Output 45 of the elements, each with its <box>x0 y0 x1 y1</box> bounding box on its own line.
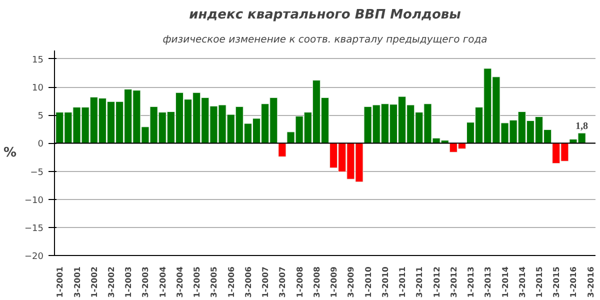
x-tick-label: 1-2005 <box>192 266 202 298</box>
y-tick-label: −10 <box>24 196 44 206</box>
x-tick-label: 1-2015 <box>535 266 544 298</box>
x-tick-label: 1-2013 <box>466 266 476 298</box>
x-tick-label: 1-2011 <box>398 266 408 298</box>
x-tick-label: 3-2005 <box>210 266 219 298</box>
x-tick-label: 3-2010 <box>380 266 390 298</box>
x-tick-label: 3-2004 <box>175 266 184 298</box>
x-tick-label: 3-2015 <box>552 266 562 298</box>
x-tick-label: 1-2014 <box>500 266 510 298</box>
chart-subtitle: физическое изменение к соотв. кварталу предыдущего года <box>162 34 488 46</box>
x-tick-label: 1-2016 <box>569 266 578 298</box>
x-tick-label: 3-2013 <box>484 266 493 298</box>
x-tick-label: 1-2001 <box>56 266 65 298</box>
x-tick-label: 3-2008 <box>312 266 322 298</box>
chart-title: индекс квартального ВВП Молдовы <box>189 8 462 22</box>
x-tick-label: 1-2009 <box>330 266 339 298</box>
x-tick-label: 3-2003 <box>141 266 150 298</box>
x-tick-label: 1-2002 <box>90 266 99 298</box>
x-tick-label: 3-2007 <box>278 266 288 298</box>
y-tick-label: 15 <box>32 55 44 66</box>
x-tick-label: 1-2007 <box>261 266 270 298</box>
x-tick-label: 3-2012 <box>449 266 458 298</box>
x-tick-label: 1-2008 <box>295 266 304 298</box>
x-tick-label: 3-2001 <box>72 266 82 298</box>
data-label: 1,8 <box>576 121 588 132</box>
x-tick-label: 3-2011 <box>415 266 424 298</box>
y-tick-label: −15 <box>24 224 44 234</box>
y-tick-label: −20 <box>24 252 44 262</box>
x-tick-label: 1-2006 <box>226 266 236 298</box>
x-tick-label: 1-2004 <box>158 266 168 298</box>
x-tick-label: 3-2014 <box>518 266 527 298</box>
y-tick-label: 10 <box>32 84 44 94</box>
x-tick-label: 1-2012 <box>432 266 442 298</box>
y-tick-label: 0 <box>38 140 44 150</box>
x-tick-label: 1-2003 <box>124 266 134 298</box>
y-tick-label: 5 <box>38 112 44 122</box>
x-tick-label: 3-2009 <box>346 266 356 298</box>
bar <box>278 142 286 157</box>
y-tick-label: −5 <box>30 168 44 178</box>
x-tick-label: 3-2016 <box>586 266 596 298</box>
x-tick-label: 3-2006 <box>244 266 253 298</box>
x-tick-label: 3-2002 <box>106 266 116 298</box>
x-tick-label: 1-2010 <box>364 266 373 298</box>
y-axis-title: % <box>3 146 17 160</box>
